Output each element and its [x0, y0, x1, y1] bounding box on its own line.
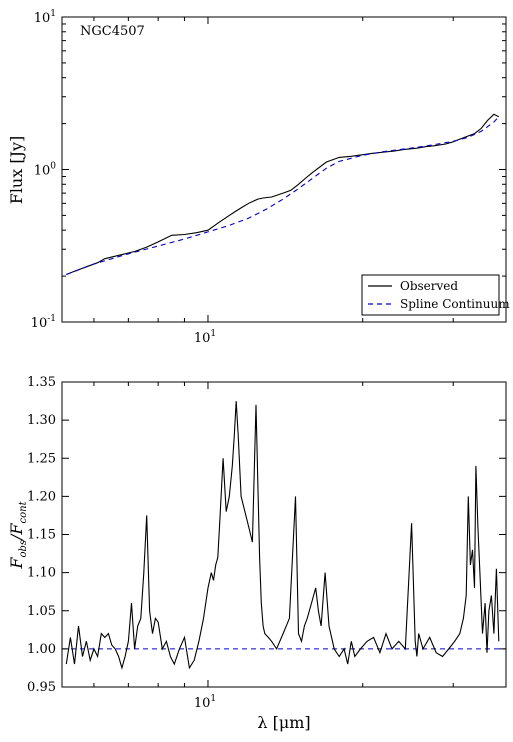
top-panel: NGC4507 Flux [Jy] 10-1 100 101 101 Observed…	[7, 9, 510, 346]
top-x-tick-label: 101	[194, 329, 216, 346]
legend-observed-label: Observed	[400, 279, 458, 293]
top-y-axis-label: Flux [Jy]	[7, 136, 26, 205]
top-legend: Observed Spline Continuum	[361, 274, 510, 316]
legend-continuum-label: Spline Continuum	[400, 297, 510, 311]
bottom-y-tick-label: 1.35	[27, 375, 56, 390]
top-plot-area	[66, 113, 500, 276]
bottom-y-tick-label: 0.95	[27, 680, 56, 695]
top-series-spline-continuum-line	[66, 116, 500, 276]
legend-box	[361, 274, 500, 316]
bottom-y-axis-label: Fobs/Fcont	[7, 500, 29, 569]
bottom-ticks: 0.95 1.00 1.05 1.10 1.15 1.20 1.25 1.30 1.35 101	[27, 375, 506, 711]
top-annotation: NGC4507	[80, 24, 145, 39]
bottom-y-tick-label: 1.05	[27, 604, 56, 619]
bottom-panel: 0.951.001.051.101.151.201.251.301.35101 …	[7, 375, 507, 732]
svg-text:Fobs/Fcont: Fobs/Fcont	[7, 500, 29, 569]
bottom-y-tick-label: 1.15	[27, 528, 56, 543]
top-y-tick-label: 101	[34, 9, 56, 26]
top-y-tick-label: 10-1	[31, 314, 56, 331]
top-y-tick-label: 100	[34, 162, 57, 179]
ratio-series-line	[65, 401, 500, 670]
bottom-y-tick-label: 1.30	[27, 413, 56, 428]
bottom-y-tick-label: 1.10	[27, 566, 56, 581]
bottom-plot-area	[62, 401, 506, 670]
bottom-y-tick-label: 1.20	[27, 489, 56, 504]
bottom-x-tick-label: 101	[194, 694, 216, 711]
x-axis-label: λ [μm]	[257, 713, 310, 732]
bottom-y-tick-label: 1.25	[27, 451, 56, 466]
bottom-y-tick-label: 1.00	[27, 642, 56, 657]
top-series-observed-line	[66, 113, 500, 276]
